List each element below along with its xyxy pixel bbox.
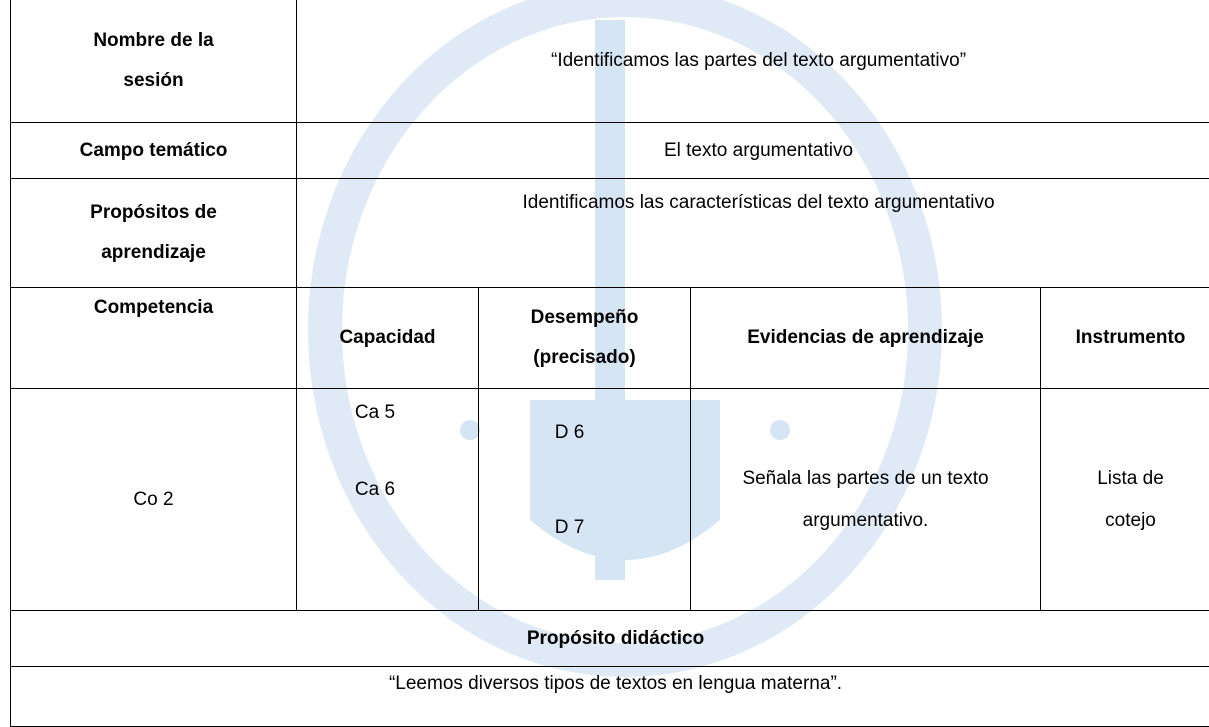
- desempenos-cell: D 6 D 7: [479, 389, 691, 611]
- evidencia: Señala las partes de un texto argumentat…: [691, 389, 1041, 611]
- desempeno: D 6: [555, 413, 585, 453]
- column-header: Capacidad: [297, 288, 479, 389]
- capacidades-cell: Ca 5 Ca 6: [297, 389, 479, 611]
- capacidad: Ca 6: [355, 470, 395, 510]
- desempeno: D 7: [555, 508, 585, 548]
- capacidad: Ca 5: [355, 393, 395, 433]
- row-value: El texto argumentativo: [297, 123, 1209, 179]
- row-label: Propósitos de aprendizaje: [11, 179, 297, 288]
- column-header: Competencia: [11, 288, 297, 389]
- row-value: “Identificamos las partes del texto argu…: [297, 0, 1209, 123]
- instrumento: Lista de cotejo: [1041, 389, 1209, 611]
- column-header: Instrumento: [1041, 288, 1209, 389]
- row-value: Identificamos las características del te…: [297, 179, 1209, 288]
- session-table: Nombre de la sesión “Identificamos las p…: [10, 0, 1209, 727]
- column-header: Desempeño (precisado): [479, 288, 691, 389]
- column-header: Evidencias de aprendizaje: [691, 288, 1041, 389]
- didactic-title: Propósito didáctico: [11, 611, 1209, 667]
- row-label: Nombre de la sesión: [11, 0, 297, 123]
- row-label: Campo temático: [11, 123, 297, 179]
- competencia: Co 2: [11, 389, 297, 611]
